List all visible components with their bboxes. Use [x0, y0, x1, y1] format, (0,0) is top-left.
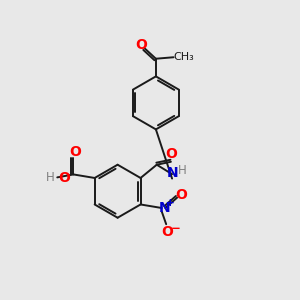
Text: O: O	[69, 145, 81, 159]
Text: −: −	[171, 222, 181, 235]
Text: H: H	[46, 172, 55, 184]
Text: N: N	[167, 166, 179, 180]
Text: CH₃: CH₃	[173, 52, 194, 62]
Text: O: O	[135, 38, 147, 52]
Text: H: H	[178, 164, 187, 177]
Text: N: N	[158, 201, 170, 215]
Text: O: O	[162, 225, 174, 238]
Text: O: O	[165, 146, 177, 161]
Text: O: O	[59, 171, 70, 185]
Text: O: O	[176, 188, 188, 202]
Text: +: +	[166, 198, 174, 208]
